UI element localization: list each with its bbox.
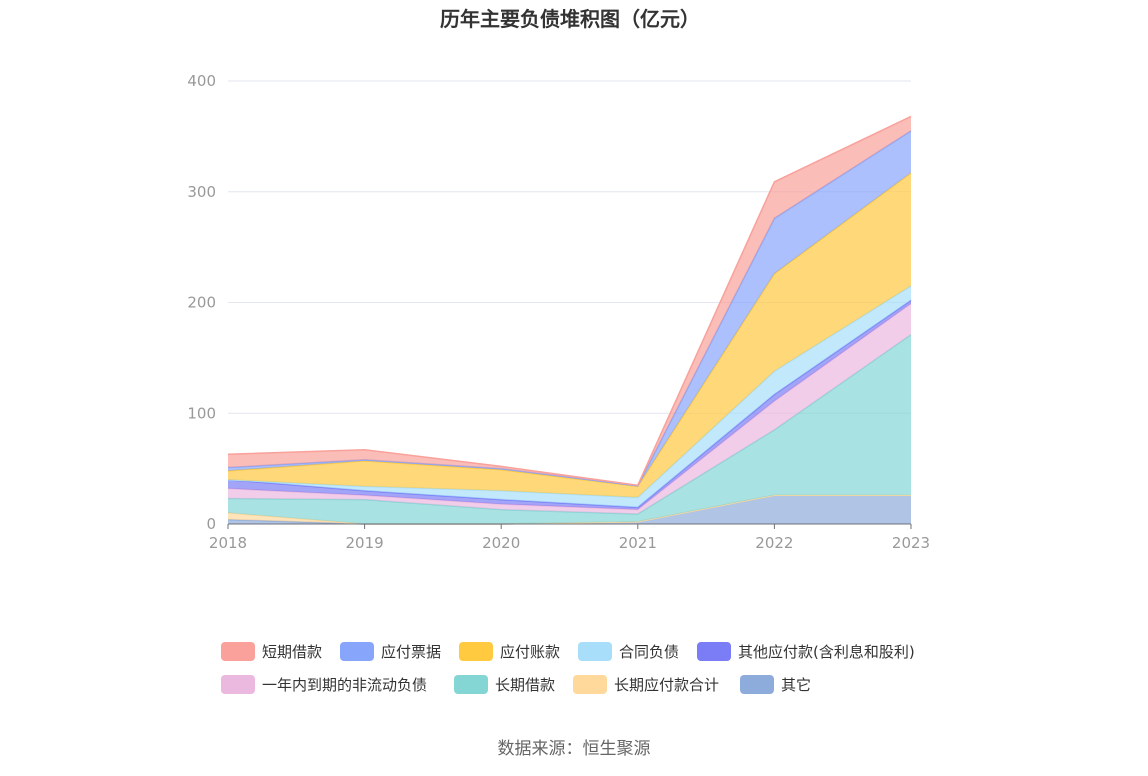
legend-swatch	[740, 675, 774, 694]
area-1	[228, 116, 911, 486]
legend-label: 应付票据	[381, 643, 441, 661]
legend-label: 长期应付款合计	[614, 676, 719, 694]
y-tick-label: 400	[187, 72, 216, 90]
legend-swatch	[578, 642, 612, 661]
y-tick-label: 300	[187, 183, 216, 201]
legend-swatch	[573, 675, 607, 694]
legend-label: 其它	[781, 676, 811, 694]
legend-label: 长期借款	[495, 676, 555, 694]
legend-label: 一年内到期的非流动负债	[262, 676, 427, 694]
legend-swatch	[459, 642, 493, 661]
area-7	[228, 334, 911, 524]
legend-swatch	[454, 675, 488, 694]
axes: 2018 2019 2020 2021 2022 2023	[209, 523, 930, 552]
legend-label: 合同负债	[619, 643, 679, 661]
area-line-1	[227, 115, 912, 487]
area-series	[227, 115, 912, 525]
legend-swatch	[340, 642, 374, 661]
y-tick-label: 200	[187, 294, 216, 312]
chart-title: 历年主要负债堆积图（亿元）	[440, 7, 700, 31]
legend-swatch	[697, 642, 731, 661]
legend-label: 短期借款	[262, 643, 322, 661]
area-3	[228, 172, 911, 498]
data-source: 数据来源：恒生聚源	[498, 739, 651, 759]
y-tick-label: 100	[187, 404, 216, 422]
legend-swatch	[221, 642, 255, 661]
legend-label: 其他应付款(含利息和股利)	[738, 643, 915, 661]
legend-label: 应付账款	[500, 643, 560, 661]
x-tick-label: 2019	[346, 534, 384, 552]
area-8	[228, 495, 911, 524]
x-tick-label: 2021	[619, 534, 657, 552]
legend: 短期借款 应付票据 应付账款 合同负债 其他应付款(含利息和股利) 一年内到期的非流动负债…	[221, 642, 915, 694]
y-tick-label: 0	[206, 515, 216, 533]
x-tick-label: 2018	[209, 534, 247, 552]
x-tick-label: 2020	[482, 534, 520, 552]
area-5	[228, 300, 911, 510]
legend-swatch	[221, 675, 255, 694]
x-tick-label: 2023	[892, 534, 930, 552]
area-6	[228, 303, 911, 515]
area-line-6	[227, 302, 912, 511]
x-tick-label: 2022	[755, 534, 793, 552]
